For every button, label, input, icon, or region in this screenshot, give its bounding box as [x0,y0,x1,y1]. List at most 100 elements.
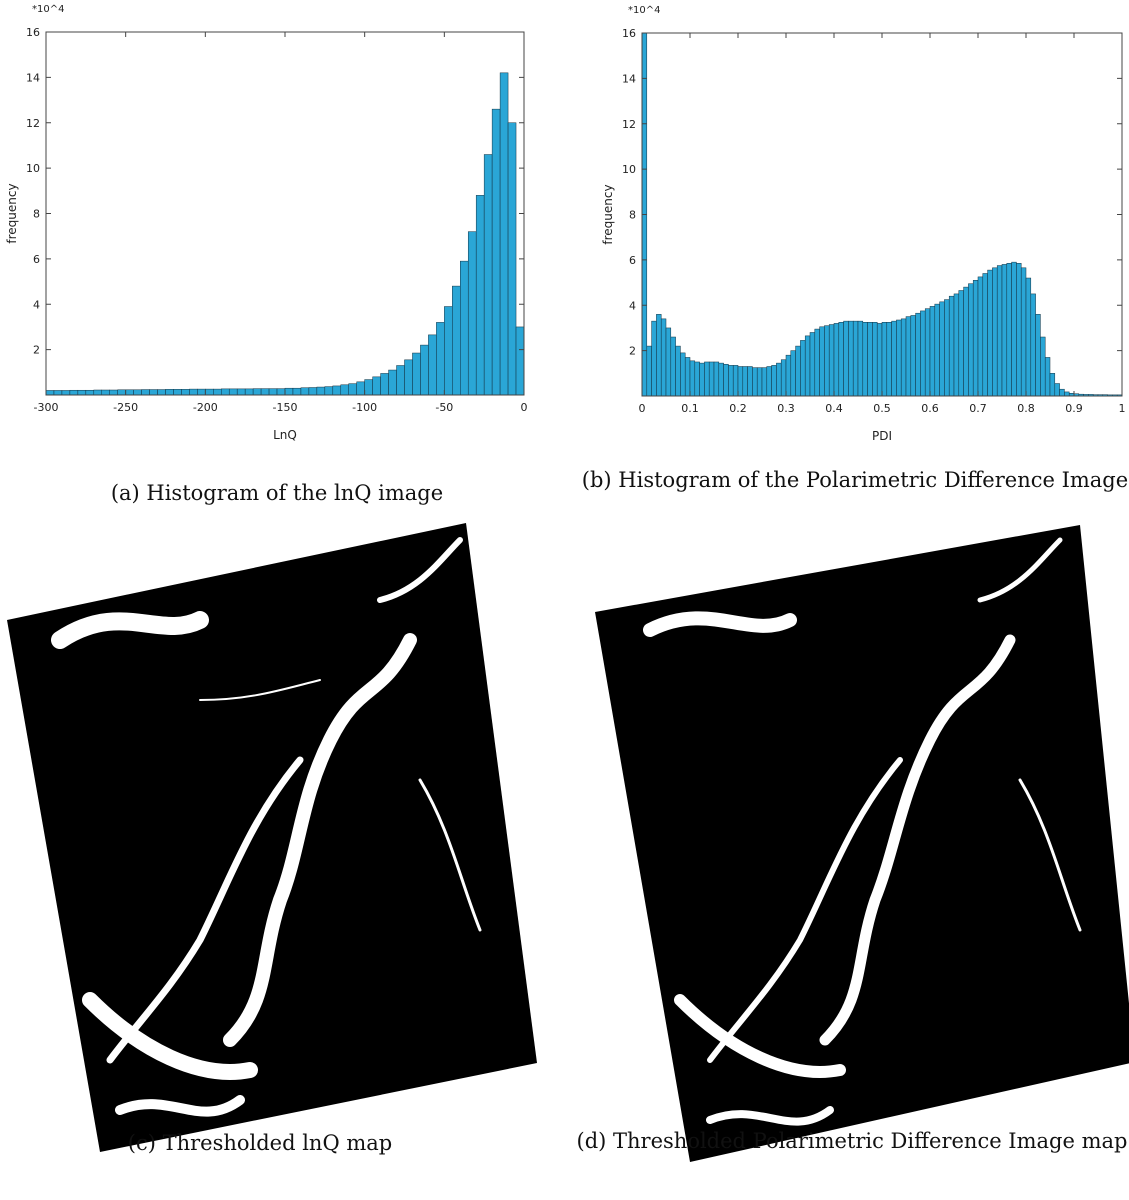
histogram-bar [300,387,310,396]
histogram-bar [1020,267,1027,397]
histogram-bar [252,388,262,396]
y-tick-label: 2 [33,344,40,357]
histogram-bar [236,388,246,396]
y-tick-label: 8 [629,209,636,222]
histogram-bar [756,367,763,397]
histogram-bar [996,265,1003,397]
histogram-bar [308,387,318,396]
y-tick-label: 4 [629,299,636,312]
x-tick-label: 1 [1119,402,1126,415]
histogram-bar [761,367,768,397]
histogram-bar [665,327,672,397]
histogram-bar [221,388,230,396]
histogram-bar [109,389,118,396]
y-axis-label: frequency [5,183,19,243]
y-tick-label: 14 [26,71,40,84]
histogram-bar [843,320,849,397]
histogram-bar [292,387,302,396]
histogram-bar [356,381,365,396]
histogram-bar [699,362,705,397]
histogram-bar [704,361,710,397]
histogram-bar [173,389,182,396]
histogram-bar [213,388,222,396]
histogram-bar [412,352,421,396]
x-tick-label: 0.5 [873,402,891,415]
histogram-bar [165,389,174,396]
histogram-bar [499,72,509,396]
histogram-bar [428,334,437,396]
histogram-bar [475,195,485,396]
histogram-bar [828,324,835,397]
x-tick-label: -250 [113,401,138,414]
histogram-bar [800,340,806,397]
histogram-bar [1049,373,1056,397]
histogram-bar [929,306,936,397]
histogram-bar [316,386,326,396]
histogram-bar [157,389,166,396]
histogram-bar [1001,264,1008,397]
histogram-bar [915,312,921,397]
histogram-bar [460,260,469,396]
histogram-bar [881,322,888,397]
histogram-bar [491,108,501,396]
y-tick-label: 12 [622,118,636,131]
histogram-bar [819,326,825,397]
x-axis-label: LnQ [273,428,297,442]
histogram-bar [1040,336,1046,397]
caption: (a) Histogram of the lnQ image [110,481,444,505]
histogram-bar [436,322,445,396]
histogram-bar [737,366,744,397]
y-tick-label: 6 [629,254,636,267]
histogram-bar [953,293,960,397]
x-tick-label: 0.6 [921,402,939,415]
histogram-bar [896,319,902,397]
histogram-bar [708,361,715,397]
y-tick-label: 16 [622,27,636,40]
histogram-bar [809,332,816,397]
histogram-bar [1006,263,1012,397]
map-c [7,523,537,1152]
histogram-bar [713,361,720,397]
histogram-bar [790,350,796,397]
histogram-bar [804,335,811,397]
caption: (d) Thresholded Polarimetric Difference … [576,1129,1128,1153]
histogram-bar [684,357,691,397]
histogram-bar [1030,293,1036,397]
x-axis-label: PDI [872,429,892,443]
histogram-bar [656,314,662,397]
histogram-bar [934,303,940,397]
x-tick-label: -300 [34,401,59,414]
histogram-bar [324,386,334,396]
x-tick-label: 0 [639,402,646,415]
histogram-bar [1064,391,1070,397]
histogram-bar [268,388,278,396]
histogram-bar [276,388,286,396]
histogram-bar [939,301,945,397]
histogram-bar [771,365,777,397]
histogram-bar [814,328,820,397]
histogram-bar [876,323,883,397]
histogram-bar [1035,314,1041,397]
caption: (b) Histogram of the Polarimetric Differ… [581,468,1129,492]
histogram-bar [467,231,477,396]
x-tick-label: 0.9 [1065,402,1083,415]
histogram-bar [244,388,254,396]
histogram-bar [848,320,854,397]
histogram-bar [228,388,238,396]
axis-multiplier: *10^4 [628,5,660,16]
histogram-bar [780,359,787,397]
histogram-bar [992,267,998,397]
axis-multiplier: *10^4 [32,4,64,15]
histogram-bar [260,388,270,396]
x-tick-label: 0.8 [1017,402,1035,415]
histogram-bar [718,362,724,397]
histogram-bar [332,385,342,396]
histogram-bar [872,322,878,397]
x-tick-label: -100 [352,401,377,414]
histogram-bar [886,322,892,397]
histogram-bar [723,363,729,397]
histogram-bar [747,366,753,397]
histogram-bar [396,365,405,396]
histogram-bar [838,322,844,397]
x-tick-label: -200 [193,401,218,414]
